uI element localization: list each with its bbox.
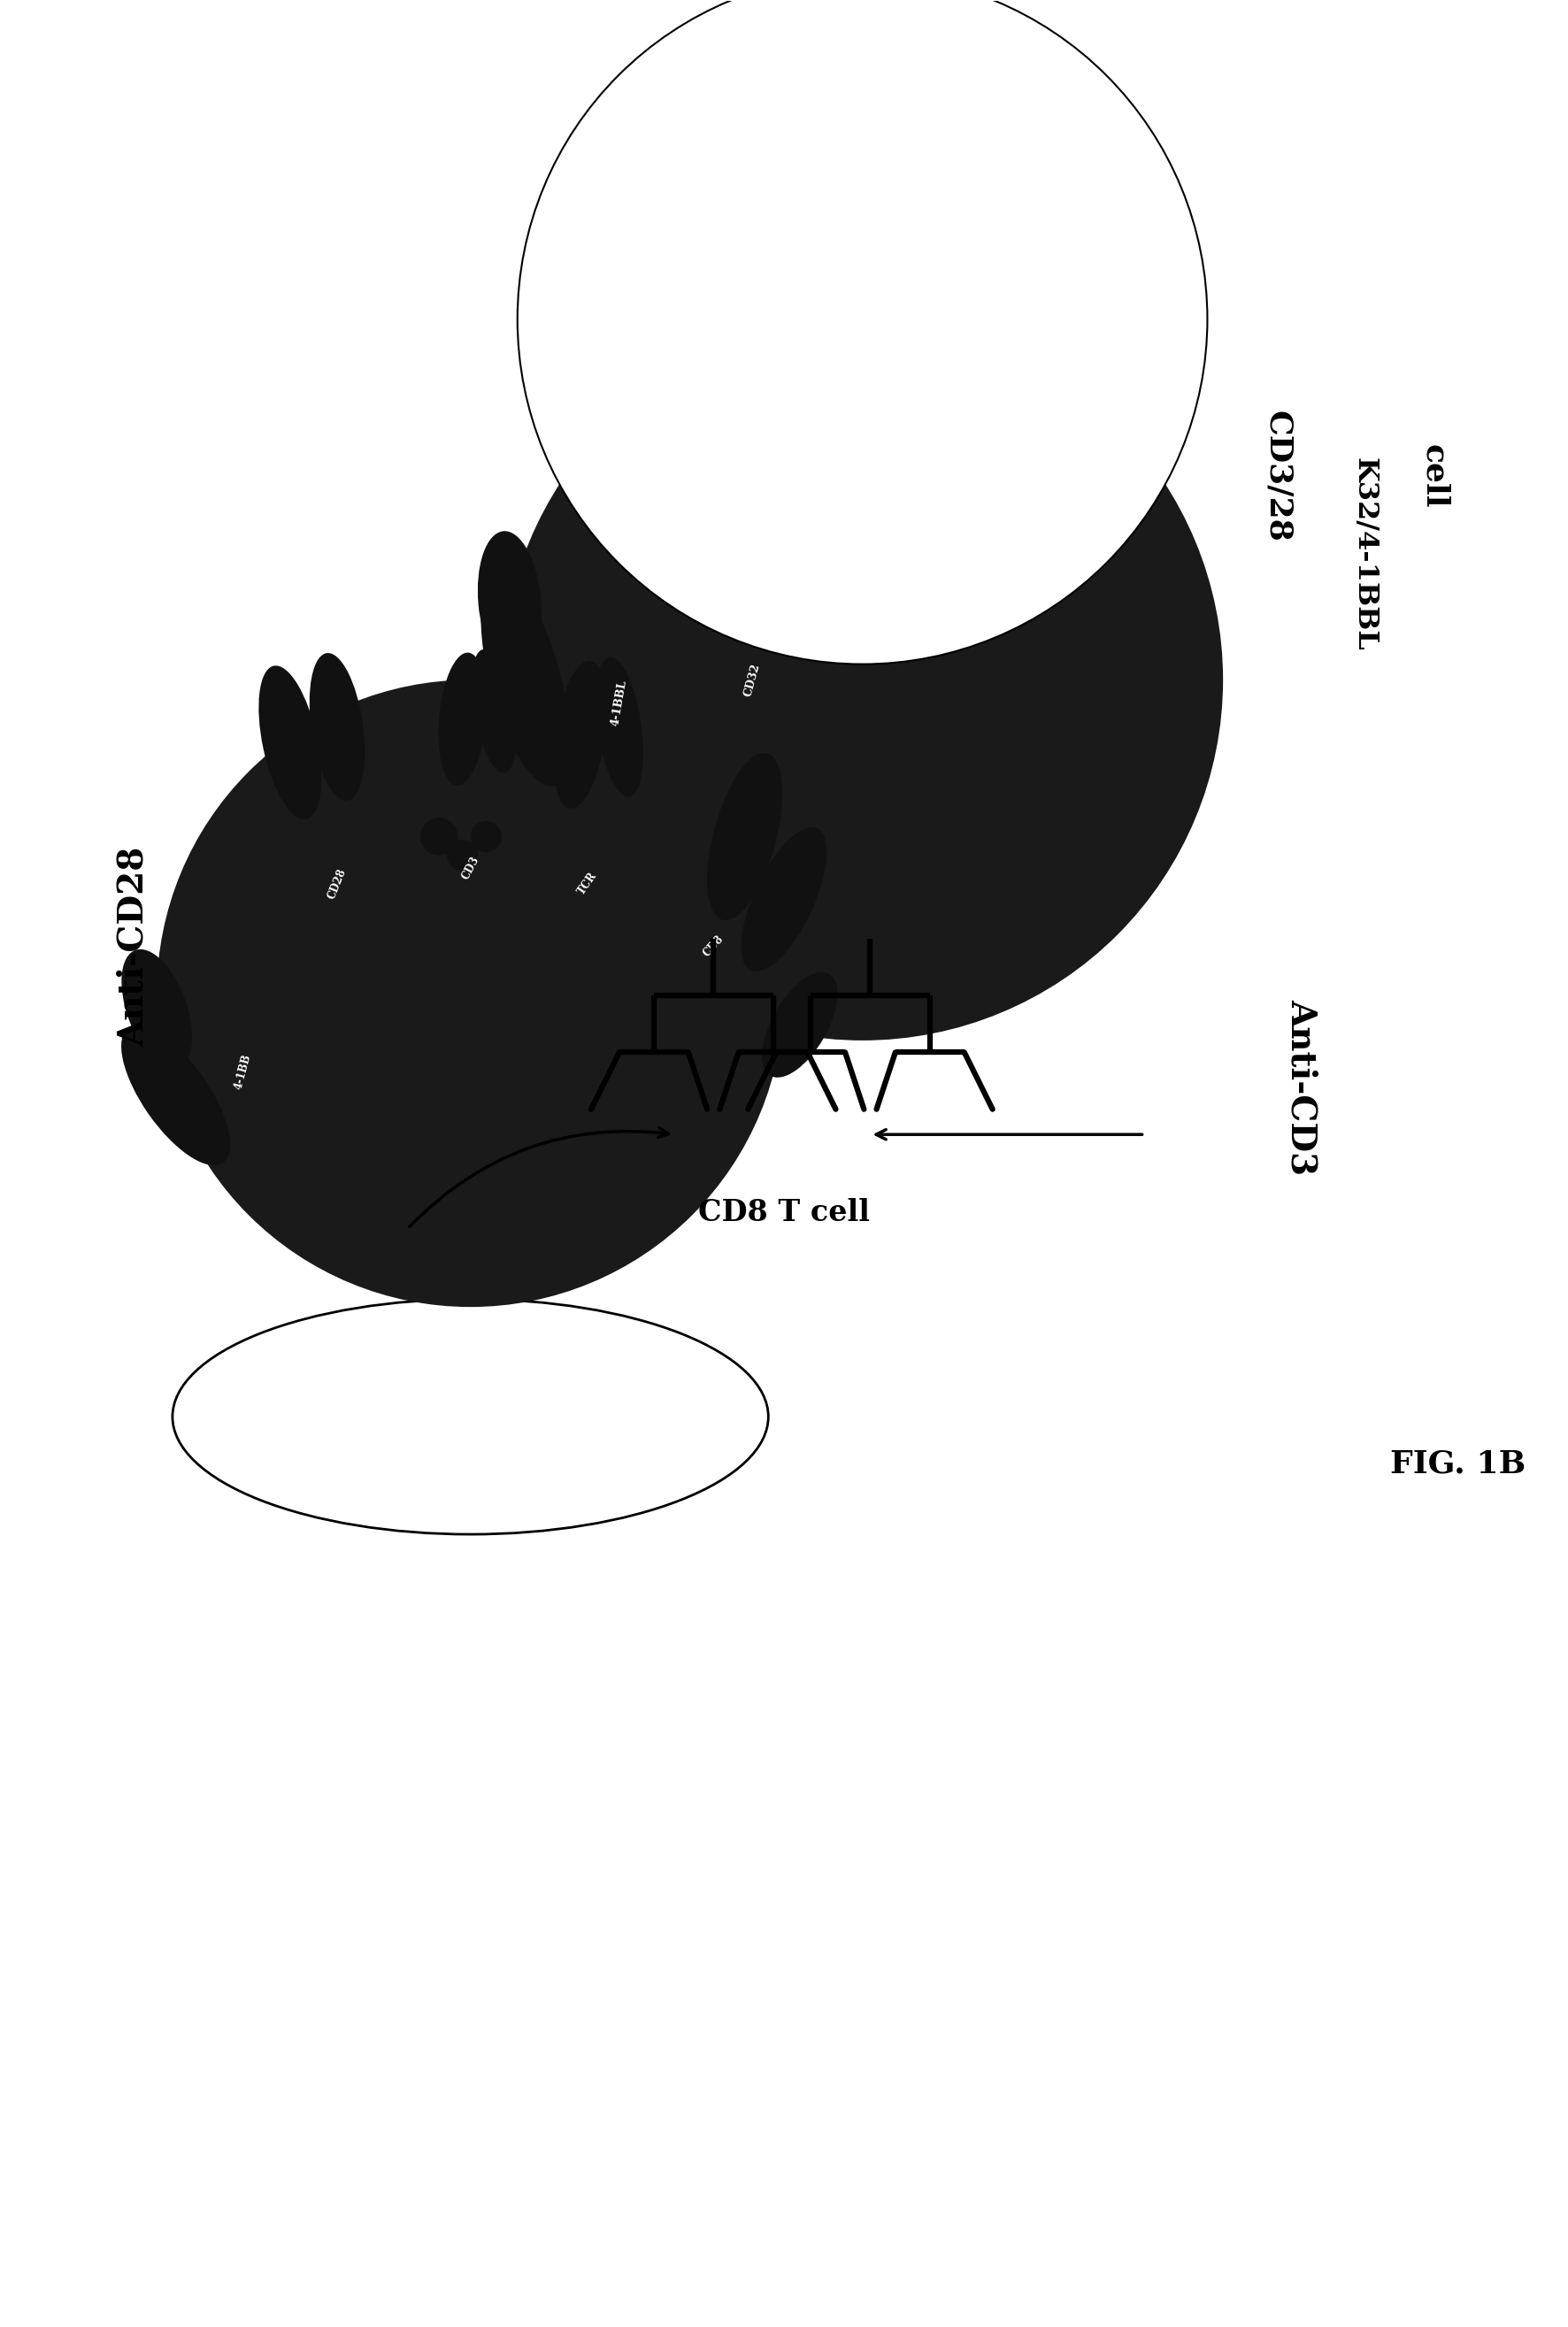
Ellipse shape bbox=[172, 1298, 768, 1533]
Circle shape bbox=[420, 817, 458, 856]
Ellipse shape bbox=[259, 666, 321, 819]
Text: CD8: CD8 bbox=[701, 933, 726, 959]
Ellipse shape bbox=[122, 949, 191, 1068]
Circle shape bbox=[157, 679, 784, 1308]
Text: CD3/28: CD3/28 bbox=[1262, 410, 1294, 542]
Text: TCR: TCR bbox=[575, 870, 601, 896]
Ellipse shape bbox=[478, 531, 541, 673]
Ellipse shape bbox=[121, 1026, 230, 1166]
Ellipse shape bbox=[742, 826, 826, 970]
Text: cell: cell bbox=[1419, 444, 1450, 507]
Ellipse shape bbox=[481, 572, 569, 787]
Text: K32/4-1BBL: K32/4-1BBL bbox=[1350, 458, 1378, 652]
Text: Anti-CD28: Anti-CD28 bbox=[116, 847, 151, 1047]
Text: CD28: CD28 bbox=[326, 866, 348, 901]
Ellipse shape bbox=[309, 654, 365, 800]
Text: CD8 T cell: CD8 T cell bbox=[698, 1198, 870, 1226]
Ellipse shape bbox=[596, 656, 643, 796]
Circle shape bbox=[470, 821, 502, 852]
Ellipse shape bbox=[762, 973, 837, 1077]
Text: 4-1BBL: 4-1BBL bbox=[610, 679, 629, 728]
Text: FIG. 1B: FIG. 1B bbox=[1391, 1450, 1526, 1478]
Text: 4-1BB: 4-1BB bbox=[232, 1052, 254, 1091]
Circle shape bbox=[502, 319, 1223, 1040]
Text: Anti-CD3: Anti-CD3 bbox=[1284, 998, 1319, 1175]
Circle shape bbox=[447, 840, 478, 870]
Circle shape bbox=[517, 0, 1207, 663]
Ellipse shape bbox=[439, 652, 486, 787]
Ellipse shape bbox=[554, 661, 607, 807]
Ellipse shape bbox=[707, 754, 782, 919]
Ellipse shape bbox=[472, 649, 516, 773]
Text: CD32: CD32 bbox=[743, 661, 762, 698]
Text: CD3: CD3 bbox=[459, 854, 481, 882]
